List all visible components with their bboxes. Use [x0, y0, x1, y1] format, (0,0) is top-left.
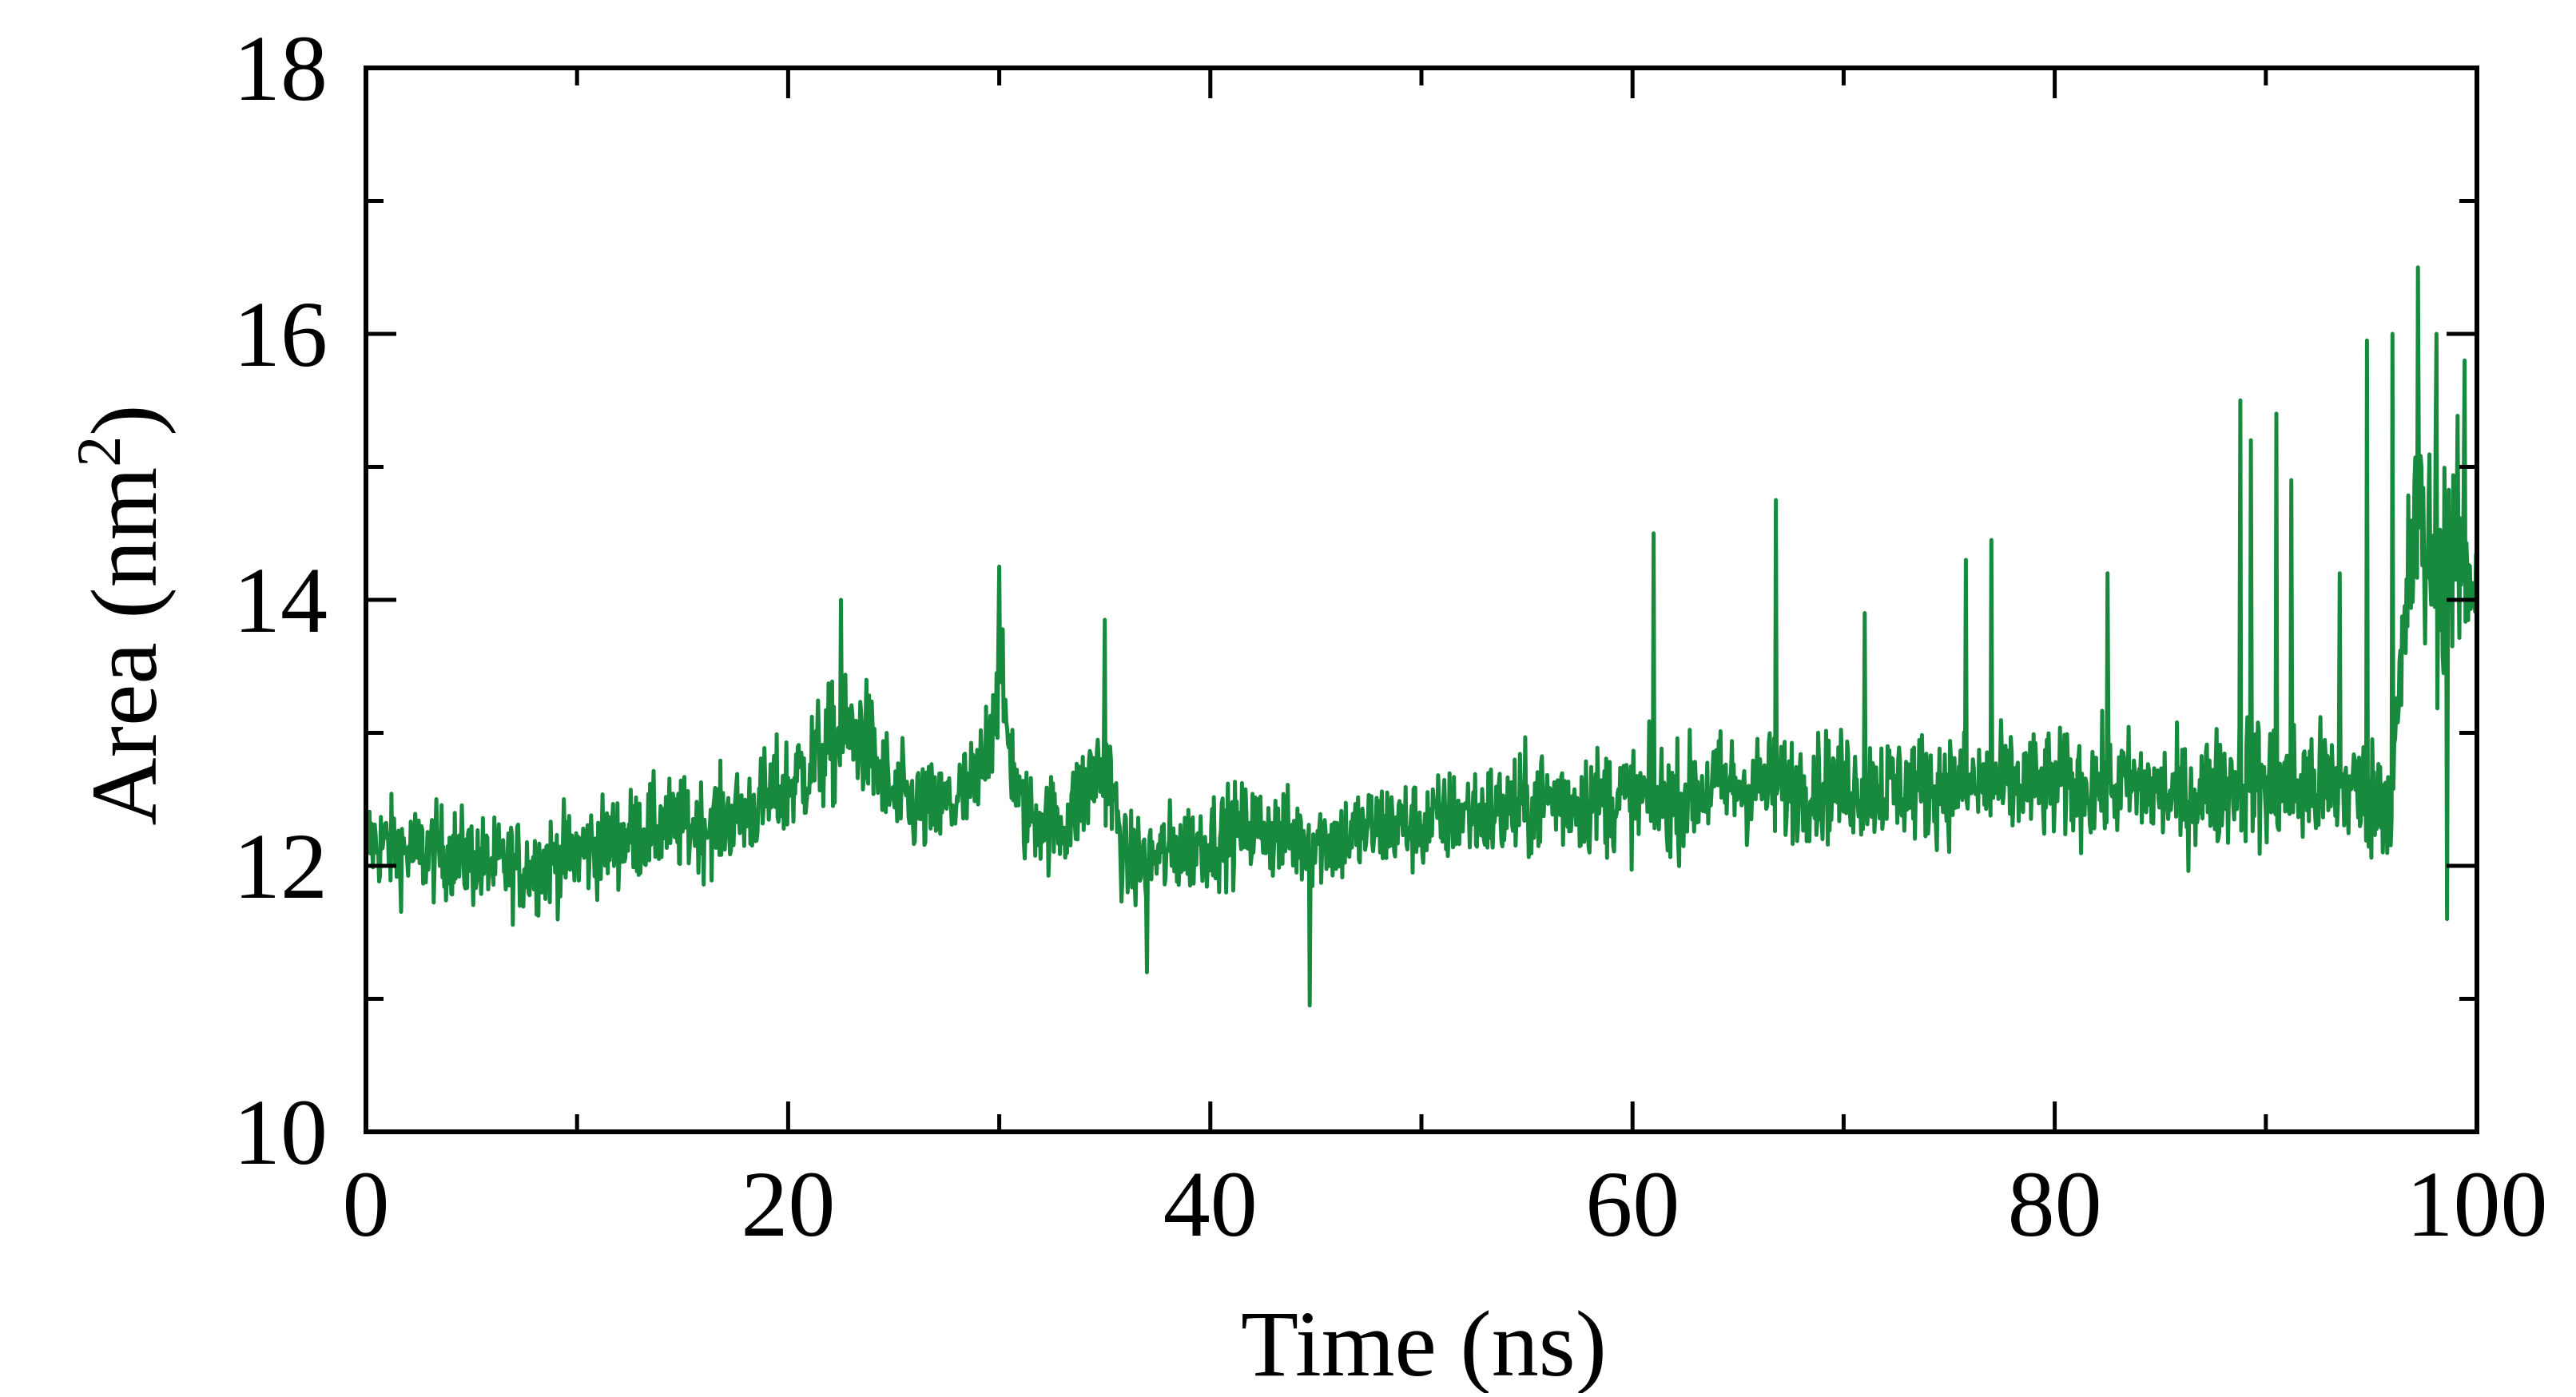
y-tick-label: 14 [233, 548, 328, 653]
x-tick-label: 80 [2008, 1152, 2102, 1256]
axis-layer [364, 65, 2479, 1134]
data-layer [364, 265, 2479, 1008]
y-axis-title: Area (nm2) [64, 404, 177, 825]
x-axis-title: Time (ns) [1241, 1292, 1607, 1393]
plot-frame [364, 65, 2479, 1134]
y-axis-title-close: ) [72, 404, 177, 435]
x-tick-label: 100 [2407, 1152, 2548, 1256]
x-tick-label: 60 [1585, 1152, 1680, 1256]
x-tick-label: 0 [343, 1152, 390, 1256]
series-line-0 [364, 265, 2479, 1008]
x-tick-label: 40 [1163, 1152, 1258, 1256]
x-tick-label: 20 [741, 1152, 835, 1256]
label-layer: 0 20 40 60 80 100 10 12 14 16 18 [233, 16, 2548, 1256]
y-axis-title-main: Area (nm [72, 467, 177, 826]
y-tick-label: 12 [233, 814, 328, 919]
y-tick-label: 16 [233, 282, 328, 387]
y-axis-title-superscript: 2 [64, 436, 133, 467]
y-tick-label: 18 [233, 16, 328, 121]
y-tick-label: 10 [233, 1080, 328, 1185]
